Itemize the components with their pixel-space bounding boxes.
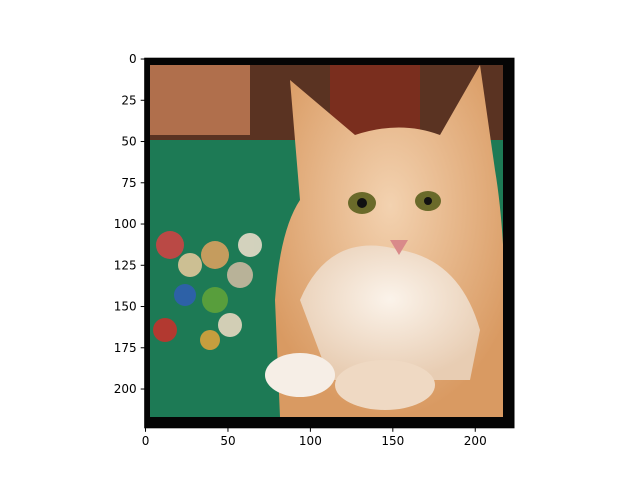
axes: 0 50 100 150 200 0 25 50 75 100 125 150 175 200 xyxy=(114,52,515,448)
y-tick-label: 100 xyxy=(114,217,137,231)
axes-frame xyxy=(144,57,515,429)
x-tick-label: 150 xyxy=(381,434,404,448)
y-tick-label: 150 xyxy=(114,300,137,314)
y-tick-label: 125 xyxy=(114,258,137,272)
y-tick-label: 50 xyxy=(121,135,136,149)
image xyxy=(144,58,514,428)
y-tick-label: 0 xyxy=(129,52,137,66)
y-tick-label: 75 xyxy=(121,176,136,190)
y-tick-label: 200 xyxy=(114,382,137,396)
x-tick-label: 100 xyxy=(299,434,322,448)
y-tick-label: 175 xyxy=(114,341,137,355)
image-content xyxy=(150,65,503,417)
y-tick-label: 25 xyxy=(121,93,136,107)
x-tick-label: 200 xyxy=(464,434,487,448)
x-tick-label: 50 xyxy=(220,434,235,448)
x-tick-label: 0 xyxy=(142,434,150,448)
